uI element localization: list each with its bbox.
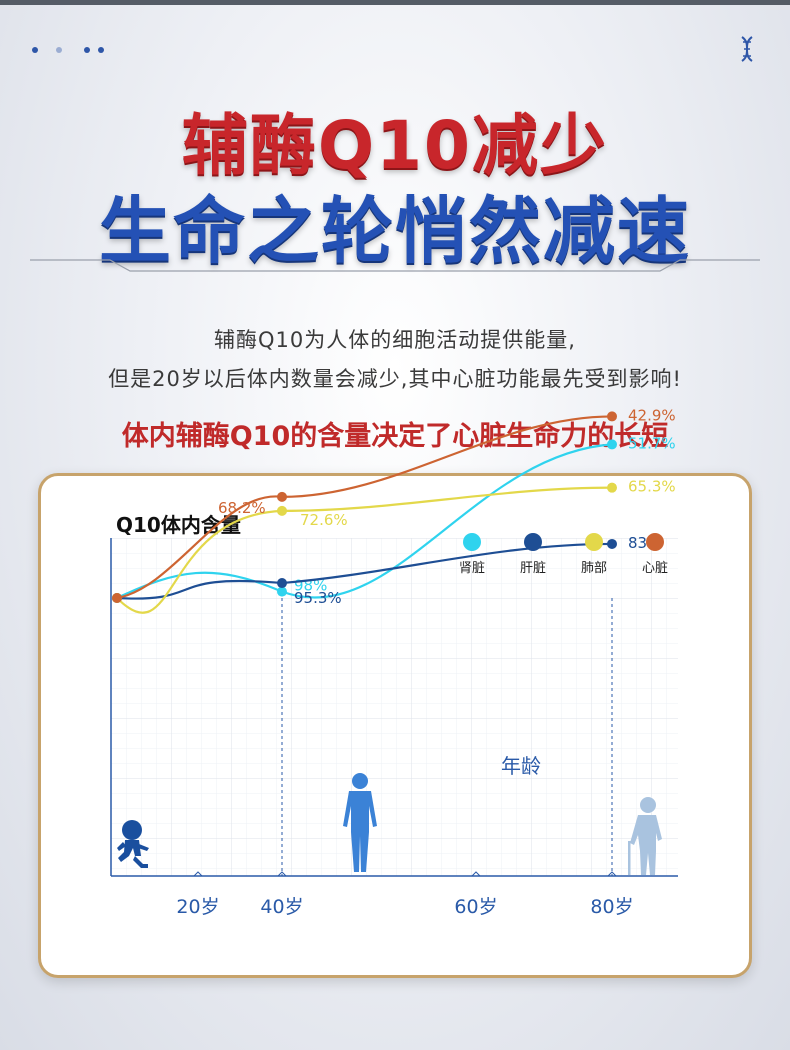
legend-label-肺部: 肺部 [581, 561, 607, 576]
x-tick-label-0: 20岁 [176, 896, 219, 918]
child-running-icon [117, 820, 149, 868]
highlight-text: 体内辅酶Q10的含量决定了心脏生命力的长短 [121, 421, 669, 452]
x-tick-mark-2 [471, 871, 481, 877]
data-point-心脏-2 [607, 411, 617, 422]
data-point-肺部-2 [607, 482, 617, 493]
legend-marker-肾脏 [463, 533, 481, 551]
dna-icon [741, 36, 753, 62]
data-point-肝脏-1 [277, 578, 287, 589]
title-line-2: 生命之轮悄然减速 [98, 189, 691, 273]
x-tick-label-2: 60岁 [454, 896, 497, 918]
description-line-2: 但是20岁以后体内数量会减少,其中心脏功能最先受到影响! [108, 367, 682, 391]
data-point-心脏-0 [112, 593, 122, 603]
data-point-肾脏-1 [277, 586, 287, 597]
legend-marker-肝脏 [524, 533, 542, 551]
legend-label-肾脏: 肾脏 [459, 561, 485, 576]
x-tick-label-1: 40岁 [260, 896, 303, 918]
x-axis-label: 年龄 [501, 754, 541, 778]
data-point-肺部-1 [277, 505, 287, 516]
legend-marker-心脏 [646, 533, 664, 551]
data-label-心脏-2: 42.9% [628, 406, 676, 424]
adult-figure-icon [343, 773, 377, 872]
data-point-肾脏-2 [607, 439, 617, 450]
legend-marker-肺部 [585, 533, 603, 551]
description-line-1: 辅酶Q10为人体的细胞活动提供能量, [214, 328, 576, 352]
legend-label-心脏: 心脏 [642, 561, 668, 576]
x-tick-mark-0 [193, 871, 203, 877]
x-tick-mark-1 [277, 871, 287, 877]
data-label-肺部-2: 65.3% [628, 478, 676, 496]
data-label-肝脏-1: 95.3% [294, 589, 342, 607]
data-label-肾脏-2: 51.7% [628, 434, 676, 452]
series-line-心脏 [116, 415, 613, 600]
elderly-cane-icon [628, 797, 662, 875]
chart-title: Q10体内含量 [116, 513, 241, 537]
x-tick-mark-3 [607, 871, 617, 877]
chart-grid [111, 538, 678, 876]
series-line-肾脏 [116, 443, 613, 599]
data-point-心脏-1 [277, 491, 287, 502]
data-label-肺部-1: 72.6% [300, 511, 348, 529]
title-divider [30, 259, 760, 272]
title-line-1: 辅酶Q10减少 [182, 107, 608, 184]
data-label-心脏-1: 68.2% [218, 499, 266, 517]
legend-label-肝脏: 肝脏 [520, 561, 546, 576]
top-bar [0, 0, 790, 5]
decorative-dots [32, 45, 122, 57]
data-point-肝脏-2 [607, 538, 617, 549]
x-tick-label-3: 80岁 [590, 896, 633, 918]
